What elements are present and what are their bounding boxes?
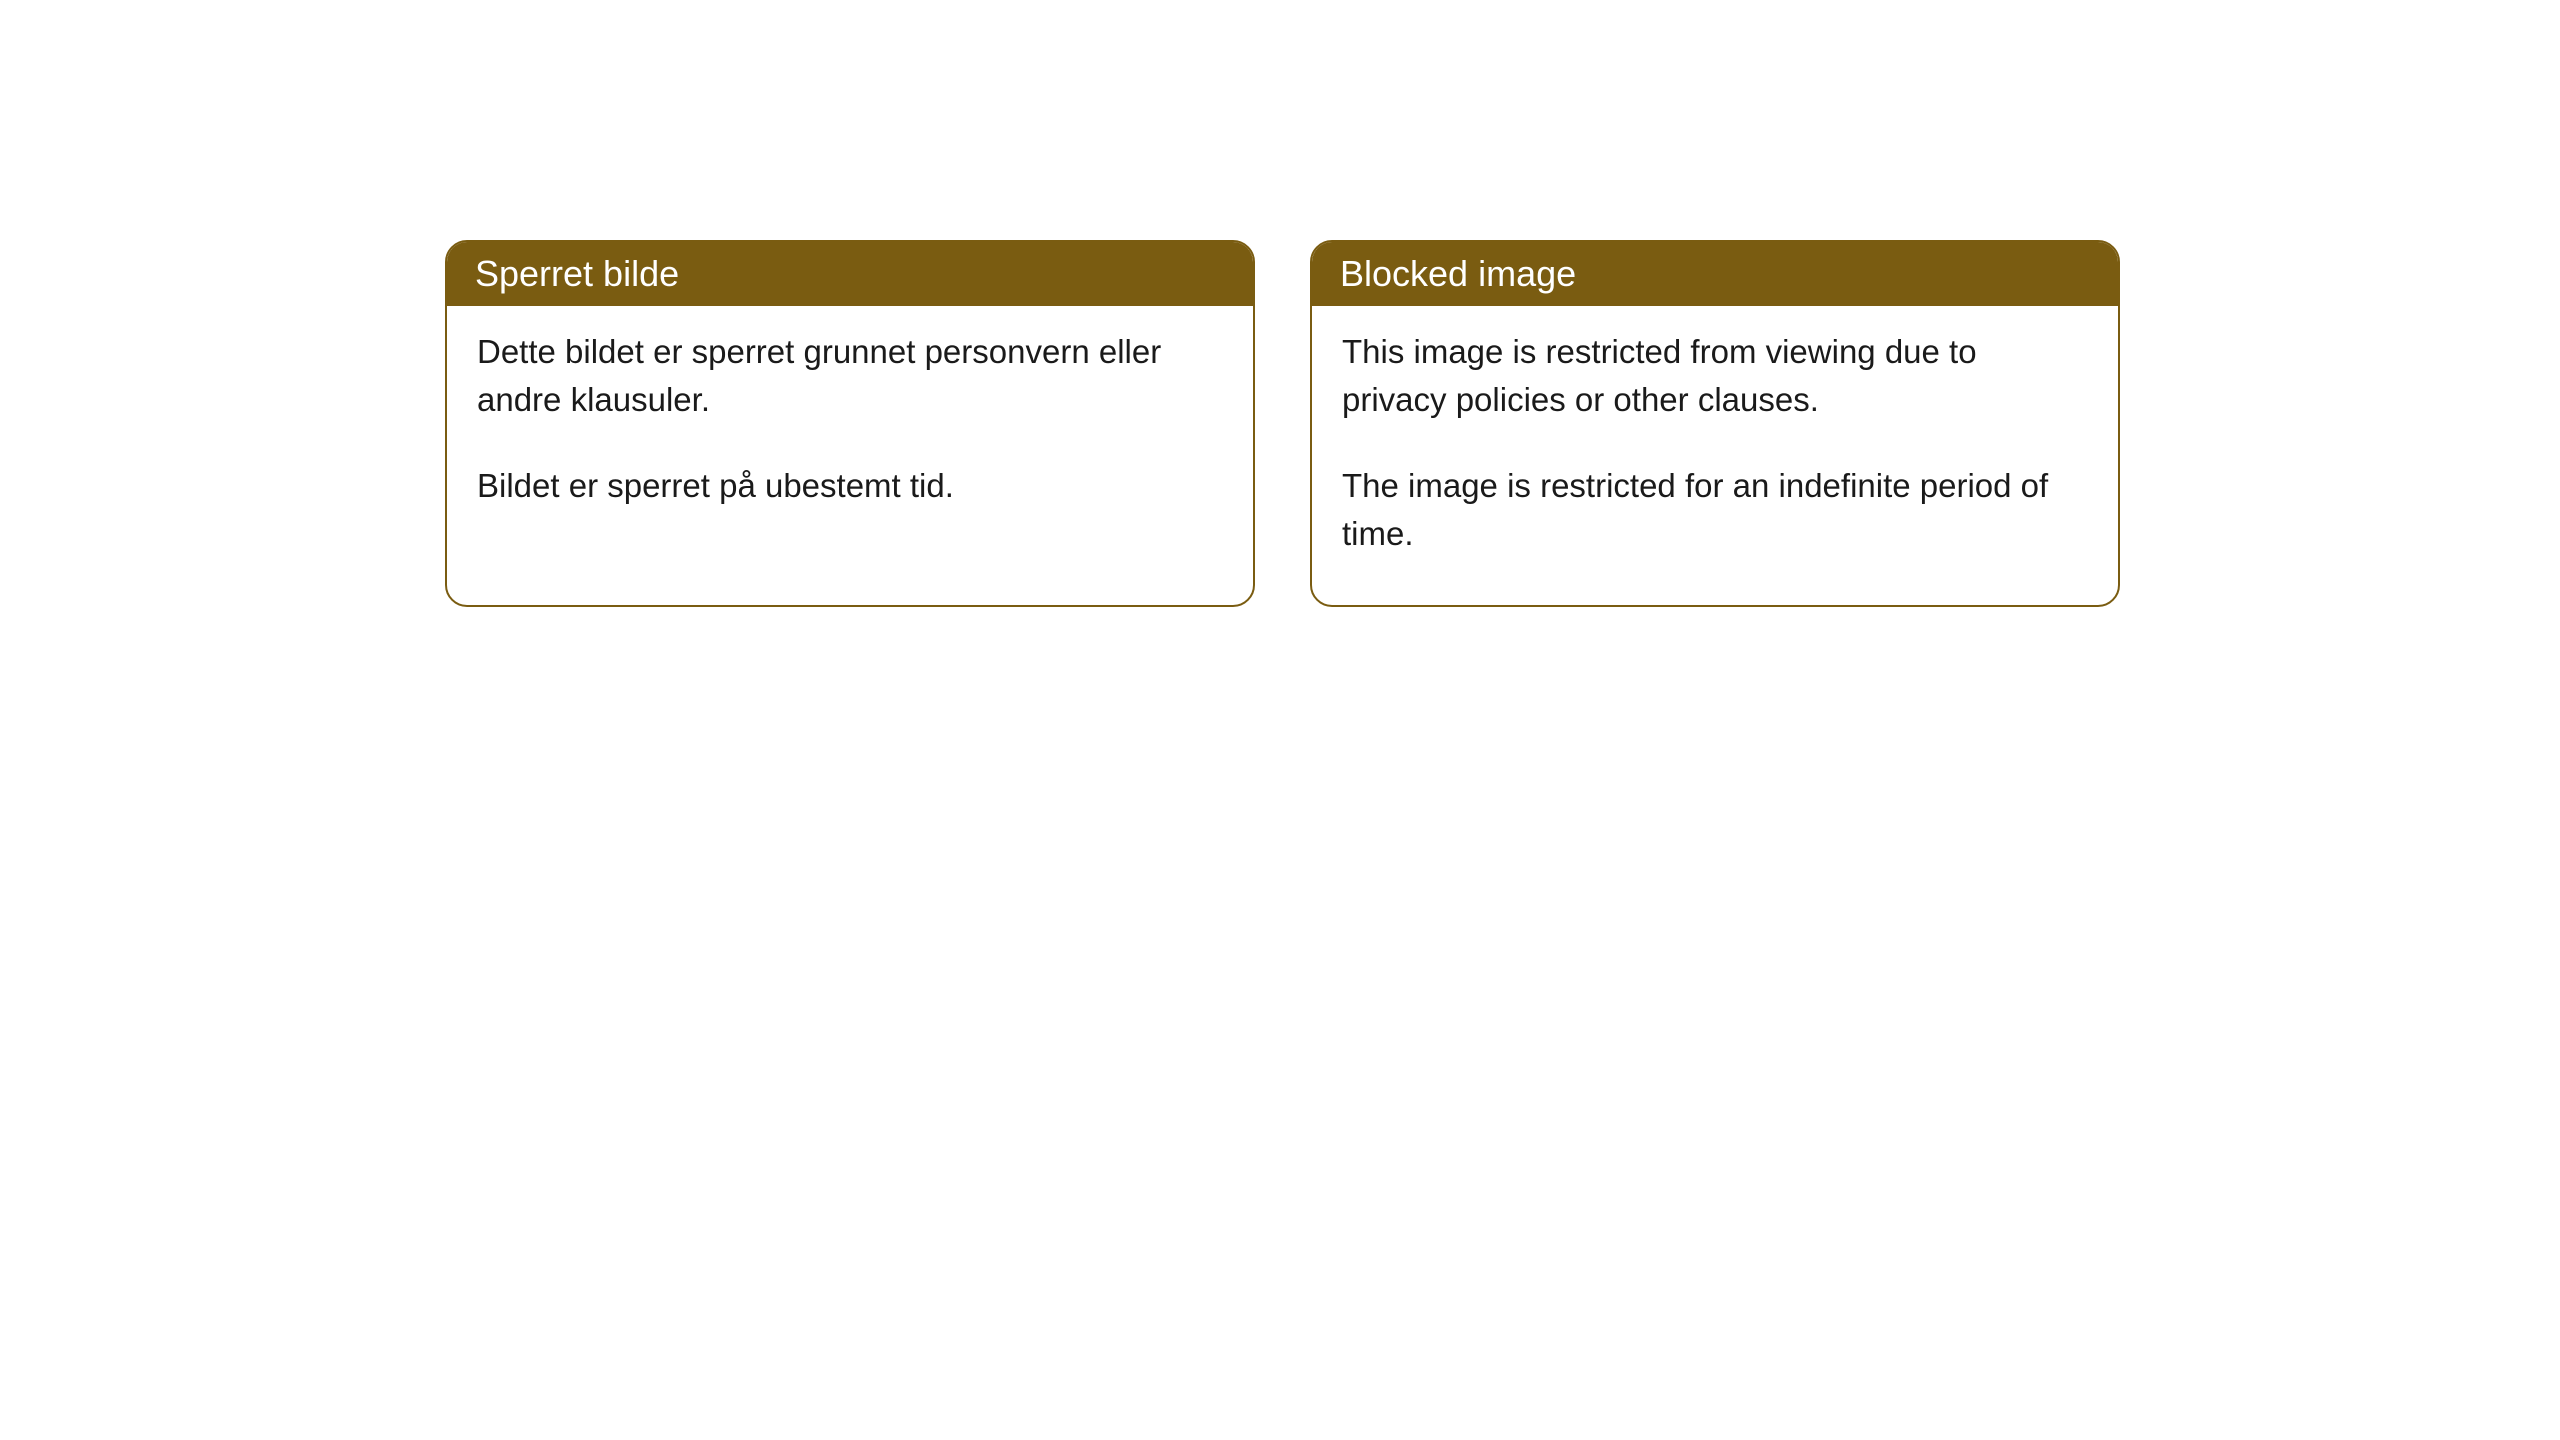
notice-card-norwegian: Sperret bilde Dette bildet er sperret gr… <box>445 240 1255 607</box>
card-body-english: This image is restricted from viewing du… <box>1312 306 2118 605</box>
notice-text-1: Dette bildet er sperret grunnet personve… <box>477 328 1223 424</box>
notice-card-container: Sperret bilde Dette bildet er sperret gr… <box>445 240 2560 607</box>
notice-text-1: This image is restricted from viewing du… <box>1342 328 2088 424</box>
card-title-english: Blocked image <box>1312 242 2118 306</box>
card-body-norwegian: Dette bildet er sperret grunnet personve… <box>447 306 1253 558</box>
notice-text-2: The image is restricted for an indefinit… <box>1342 462 2088 558</box>
card-title-norwegian: Sperret bilde <box>447 242 1253 306</box>
notice-text-2: Bildet er sperret på ubestemt tid. <box>477 462 1223 510</box>
notice-card-english: Blocked image This image is restricted f… <box>1310 240 2120 607</box>
